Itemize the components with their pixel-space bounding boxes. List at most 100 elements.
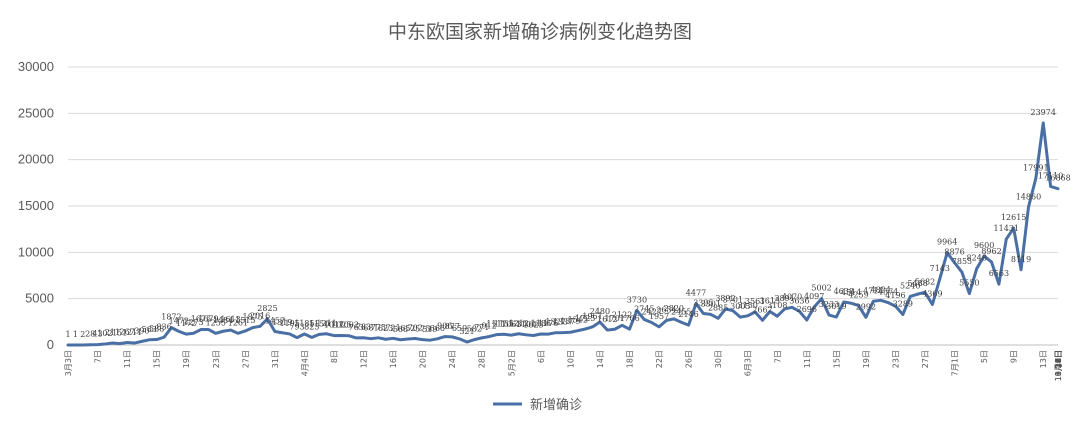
x-tick-label: 21日 xyxy=(1054,350,1063,368)
data-label: 1172 xyxy=(176,319,196,328)
x-tick-label: 9日 xyxy=(1010,350,1019,363)
x-tick-label: 6日 xyxy=(537,350,546,363)
data-label: 2427 xyxy=(641,308,661,317)
data-label: 3892 xyxy=(715,294,735,303)
data-label: 702 xyxy=(408,323,423,332)
data-label: 3561 xyxy=(745,297,765,306)
data-label: 5488 xyxy=(907,279,927,288)
y-tick-label-10000: 10000 xyxy=(18,244,54,259)
x-tick-label: 7日 xyxy=(773,350,782,363)
data-label: 4514 xyxy=(841,288,861,297)
data-label: 3108 xyxy=(767,301,787,310)
data-label: 1025 xyxy=(523,321,543,330)
data-label: 1150 xyxy=(309,319,329,328)
data-label: 3701 xyxy=(723,296,743,305)
data-label: 5550 xyxy=(959,279,979,288)
data-label: 1961 xyxy=(582,312,602,321)
data-label: 1186 xyxy=(531,319,551,328)
data-label: 1379 xyxy=(560,317,580,326)
x-tick-label: 3月3日 xyxy=(64,350,73,376)
x-tick-label: 22日 xyxy=(655,350,664,368)
data-label: 2885 xyxy=(708,303,728,312)
data-label: 3730 xyxy=(627,295,647,304)
data-label: 3019 xyxy=(826,302,846,311)
data-label: 1613 xyxy=(220,315,240,324)
x-tick-label: 10月1日 xyxy=(1054,350,1063,381)
data-label: 2745 xyxy=(634,305,654,314)
series-line-new-confirmed xyxy=(66,121,1060,347)
data-label: 3395 xyxy=(693,299,713,308)
data-label: 1255 xyxy=(206,318,226,327)
data-label: 28 xyxy=(85,330,95,339)
data-label: 3233 xyxy=(819,300,839,309)
data-label: 5240 xyxy=(900,281,920,290)
x-tick-label: 11日 xyxy=(803,350,812,368)
x-tick-label: 12日 xyxy=(360,350,369,368)
data-label: 912 xyxy=(481,322,496,331)
data-label: 3615 xyxy=(760,297,780,306)
x-tick-label: 4月4日 xyxy=(300,350,309,376)
data-label: 588 xyxy=(149,325,164,334)
x-tick-label: 6月3日 xyxy=(744,350,753,376)
x-tick-label: 11日 xyxy=(123,350,132,368)
data-label: 1457 xyxy=(265,316,285,325)
data-label: 12615 xyxy=(1001,213,1026,222)
data-label: 1679 xyxy=(198,314,218,323)
data-label: 17110 xyxy=(1038,171,1063,180)
x-tick-label: 6日 xyxy=(1054,350,1063,363)
data-label: 1261 xyxy=(228,318,248,327)
data-label: 1319 xyxy=(272,318,292,327)
data-label: 11431 xyxy=(994,224,1019,233)
x-tick-label: 22日 xyxy=(1054,350,1063,368)
data-label: 793 xyxy=(289,323,304,332)
data-label: 2992 xyxy=(856,302,876,311)
data-label: 390 xyxy=(134,326,149,335)
data-label: 1484 xyxy=(213,316,233,325)
x-tick-label: 18日 xyxy=(625,350,634,368)
data-label: 4574 xyxy=(878,288,898,297)
data-label: 7143 xyxy=(930,264,950,273)
data-label: 3891 xyxy=(774,294,794,303)
data-label: 4070 xyxy=(782,292,802,301)
data-label: 8962 xyxy=(981,247,1001,256)
data-label: 1017 xyxy=(324,321,344,330)
data-label: 659 xyxy=(452,324,467,333)
data-label: 1100 xyxy=(516,320,536,329)
data-label: 211 xyxy=(105,328,120,337)
x-tick-label: 27日 xyxy=(241,350,250,368)
data-label: 2146 xyxy=(678,310,698,319)
data-label: 2455 xyxy=(671,307,691,316)
x-tick-label: 10日 xyxy=(1054,350,1063,368)
x-tick-label: 7日 xyxy=(1054,350,1063,363)
x-tick-label: 7日 xyxy=(94,350,103,363)
data-label: 2016 xyxy=(250,311,270,320)
data-label: 2696 xyxy=(797,305,817,314)
data-label: 1957 xyxy=(649,312,669,321)
data-label: 1117 xyxy=(486,320,506,329)
data-label: 1872 xyxy=(161,313,181,322)
x-tick-label: 11月2日 xyxy=(1054,350,1063,381)
x-tick-label: 9月3日 xyxy=(1054,350,1063,376)
data-label: 5002 xyxy=(811,284,831,293)
data-label: 7855 xyxy=(952,257,972,266)
x-tick-label: 14日 xyxy=(1054,350,1063,368)
data-label: 4638 xyxy=(834,287,854,296)
x-tick-label: 30日 xyxy=(714,350,723,368)
data-label: 8876 xyxy=(944,248,964,257)
y-tick-label-5000: 5000 xyxy=(25,291,54,306)
data-label: 151 xyxy=(112,329,127,338)
data-label: 721 xyxy=(385,323,400,332)
data-label: 1472 xyxy=(169,316,189,325)
data-label: 825 xyxy=(304,322,319,331)
x-tick-label: 31日 xyxy=(271,350,280,368)
y-tick-label-25000: 25000 xyxy=(18,105,54,120)
data-label: 43 xyxy=(92,330,102,339)
y-tick-label-0: 0 xyxy=(47,337,54,352)
x-tick-label: 10日 xyxy=(566,350,575,368)
data-label: 906 xyxy=(437,322,452,331)
data-label: 4717 xyxy=(863,286,883,295)
data-label: 1211 xyxy=(316,319,336,328)
data-label: 1612 xyxy=(597,315,617,324)
data-label: 2122 xyxy=(612,310,632,319)
